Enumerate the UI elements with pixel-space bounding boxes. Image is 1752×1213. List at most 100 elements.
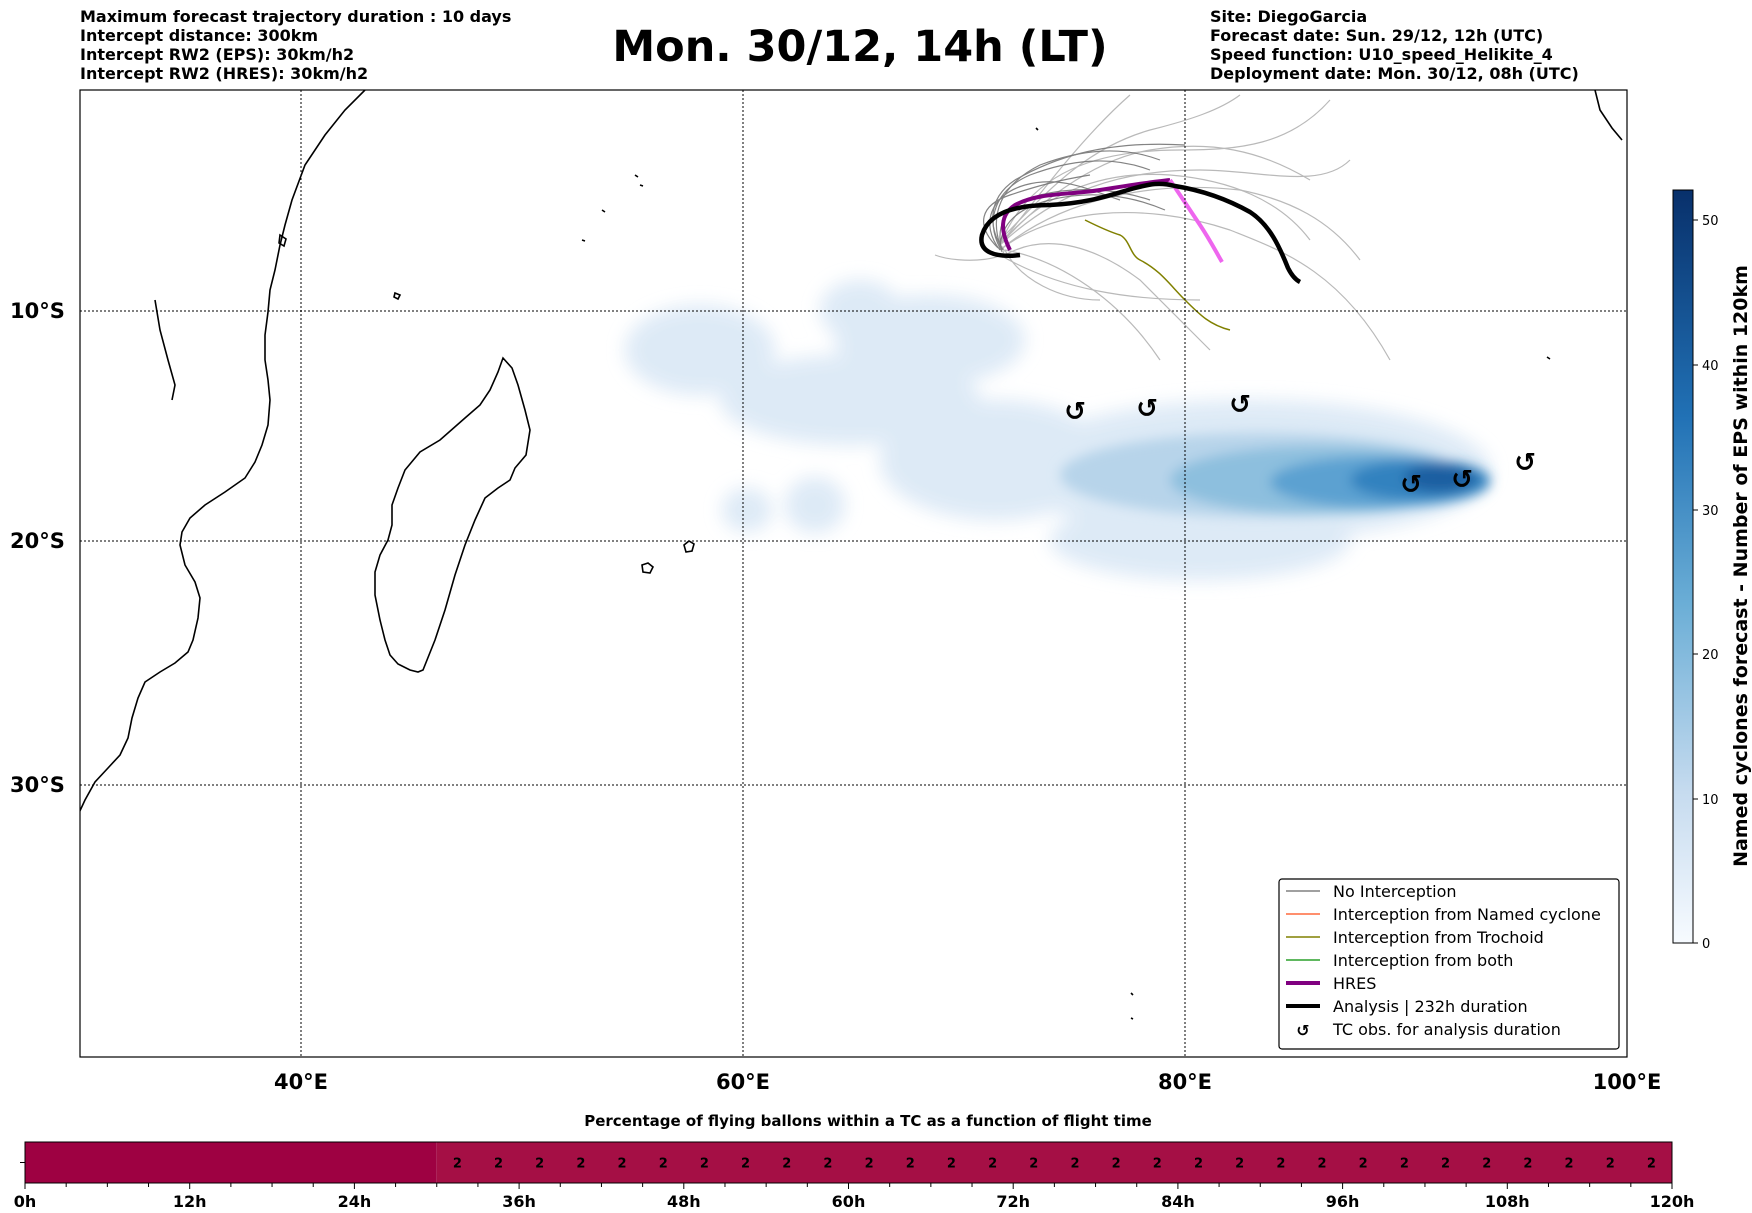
timeline-cell-value: 2: [906, 1157, 915, 1172]
header-right-line: Deployment date: Mon. 30/12, 08h (UTC): [1210, 64, 1579, 83]
trochoid-interception-trajectory: [1084, 219, 1231, 331]
timeline-cell-value: 2: [618, 1157, 627, 1172]
lon-label-80e: 80°E: [1158, 1070, 1212, 1094]
mascarene-island: [641, 562, 655, 574]
timeline-tick-label: 72h: [996, 1192, 1030, 1211]
legend: No Interception Interception from Named …: [1278, 878, 1620, 1050]
tc-cyclone-icon: ↺: [1064, 397, 1086, 427]
timeline-cell-value: 2: [1441, 1157, 1450, 1172]
timeline-bar: 2 2 2 2 2 2 2 2 2 2 2 2 2 2 2 2 2 2 2 2 2 2 2 2 2 2 2 2 2 2 0h 12h 24h 36…: [14, 1141, 1694, 1211]
timeline-cell-value: 2: [1400, 1157, 1409, 1172]
timeline-tick-label: 84h: [1161, 1192, 1195, 1211]
lat-label-20s: 20°S: [10, 529, 65, 553]
analysis-trajectory: [979, 181, 1302, 285]
header-right-line: Speed function: U10_speed_Helikite_4: [1210, 45, 1553, 64]
legend-label: No Interception: [1333, 882, 1457, 901]
timeline-tick-label: 24h: [338, 1192, 372, 1211]
hres-trajectory-tail: [1168, 178, 1224, 264]
timeline-cell-value: 2: [823, 1157, 832, 1172]
lat-label-10s: 10°S: [10, 299, 65, 323]
legend-label: Interception from Named cyclone: [1333, 905, 1601, 924]
colorbar-tick-label: 40: [1702, 359, 1719, 374]
timeline-cell-value: 2: [1153, 1157, 1162, 1172]
timeline-tick-label: 48h: [667, 1192, 701, 1211]
timeline-cell-value: 2: [865, 1157, 874, 1172]
timeline-cell-value: 2: [1482, 1157, 1491, 1172]
header-left-line: Intercept RW2 (HRES): 30km/h2: [80, 64, 369, 83]
timeline-cell-value: 2: [1235, 1157, 1244, 1172]
timeline-cell-value: 2: [1276, 1157, 1285, 1172]
tc-cyclone-icon: ↺: [1296, 1021, 1309, 1040]
page-title: Mon. 30/12, 14h (LT): [612, 22, 1108, 72]
timeline-cell-value: 2: [782, 1157, 791, 1172]
cyclone-density-field: [625, 280, 1490, 580]
header-left-line: Intercept distance: 300km: [80, 26, 319, 45]
map-panel: ↺ ↺ ↺ ↺ ↺ ↺: [80, 90, 1627, 1057]
timeline-cell-value: 2: [1359, 1157, 1368, 1172]
gridlines: [80, 90, 1627, 1057]
header-right: Site: DiegoGarcia Forecast date: Sun. 29…: [1210, 7, 1579, 83]
tc-cyclone-icon: ↺: [1136, 394, 1158, 424]
timeline-segment-empty: [25, 1142, 437, 1183]
timeline-cell-value: 2: [741, 1157, 750, 1172]
timeline-cell-value: 2: [1317, 1157, 1326, 1172]
colorbar-tick-label: 0: [1702, 937, 1710, 952]
header-right-line: Forecast date: Sun. 29/12, 12h (UTC): [1210, 26, 1544, 45]
colorbar-ramp: [1672, 189, 1694, 944]
tc-cyclone-icon: ↺: [1514, 448, 1536, 478]
mozambique-channel-coast: [154, 299, 176, 401]
dark-trajectories: [983, 143, 1186, 253]
timeline-segment-filled: [436, 1142, 1672, 1183]
colorbar-tick-label: 50: [1702, 214, 1719, 229]
legend-box: [1278, 878, 1620, 1050]
seychelles-dots: [581, 174, 644, 242]
header-left: Maximum forecast trajectory duration : 1…: [80, 7, 511, 83]
lon-label-100e: 100°E: [1593, 1070, 1662, 1094]
no-interception-trajectories: [934, 94, 1391, 361]
timeline-cell-value: 2: [1647, 1157, 1656, 1172]
africa-coastline: [80, 90, 366, 813]
timeline-cell-value: 2: [1029, 1157, 1038, 1172]
timeline-tick-label: 60h: [832, 1192, 866, 1211]
legend-label: Interception from Trochoid: [1333, 928, 1544, 947]
sumatra-coast: [1594, 90, 1623, 141]
cocos-island: [1546, 356, 1551, 360]
tc-cyclone-icon: ↺: [1400, 470, 1422, 500]
timeline-cell-value: 2: [1112, 1157, 1121, 1172]
colorbar: 0 10 20 30 40 50 Named cyclones forecast…: [1672, 189, 1752, 952]
timeline-title: Percentage of flying ballons within a TC…: [584, 1112, 1152, 1130]
madagascar-coastline: [374, 356, 531, 673]
coastlines: [80, 90, 1623, 1020]
legend-label: TC obs. for analysis duration: [1332, 1020, 1561, 1039]
timeline-cell-value: 2: [1194, 1157, 1203, 1172]
timeline-tick-label: 36h: [502, 1192, 536, 1211]
map-frame: [79, 89, 1628, 1058]
zanzibar-island: [278, 233, 287, 248]
timeline-cell-value: 2: [494, 1157, 503, 1172]
timeline-tick-label: 108h: [1485, 1192, 1530, 1211]
timeline-cell-value: 2: [1565, 1157, 1574, 1172]
colorbar-ticks: [1693, 219, 1698, 944]
timeline-cell-value: 2: [535, 1157, 544, 1172]
lon-label-40e: 40°E: [274, 1070, 328, 1094]
colorbar-tick-label: 30: [1702, 504, 1719, 519]
colorbar-tick-label: 10: [1702, 793, 1719, 808]
timeline-cell-value: 2: [947, 1157, 956, 1172]
timeline-cell-value: 2: [659, 1157, 668, 1172]
header-right-line: Site: DiegoGarcia: [1210, 7, 1368, 26]
tc-cyclone-icon: ↺: [1229, 390, 1251, 420]
tc-cyclone-icon: ↺: [1451, 465, 1473, 495]
timeline-cell-value: 2: [1070, 1157, 1079, 1172]
timeline-tick-label: 0h: [14, 1192, 37, 1211]
timeline-tick-label: 12h: [173, 1192, 207, 1211]
reunion-island: [683, 540, 695, 553]
legend-label: Analysis | 232h duration: [1333, 997, 1528, 1016]
tc-observations: ↺ ↺ ↺ ↺ ↺ ↺: [1064, 390, 1536, 500]
lon-label-60e: 60°E: [716, 1070, 770, 1094]
colorbar-tick-label: 20: [1702, 648, 1719, 663]
hres-trajectory: [1001, 178, 1171, 251]
lat-label-30s: 30°S: [10, 773, 65, 797]
timeline-cell-value: 2: [576, 1157, 585, 1172]
amsterdam-island: [1130, 992, 1134, 1020]
